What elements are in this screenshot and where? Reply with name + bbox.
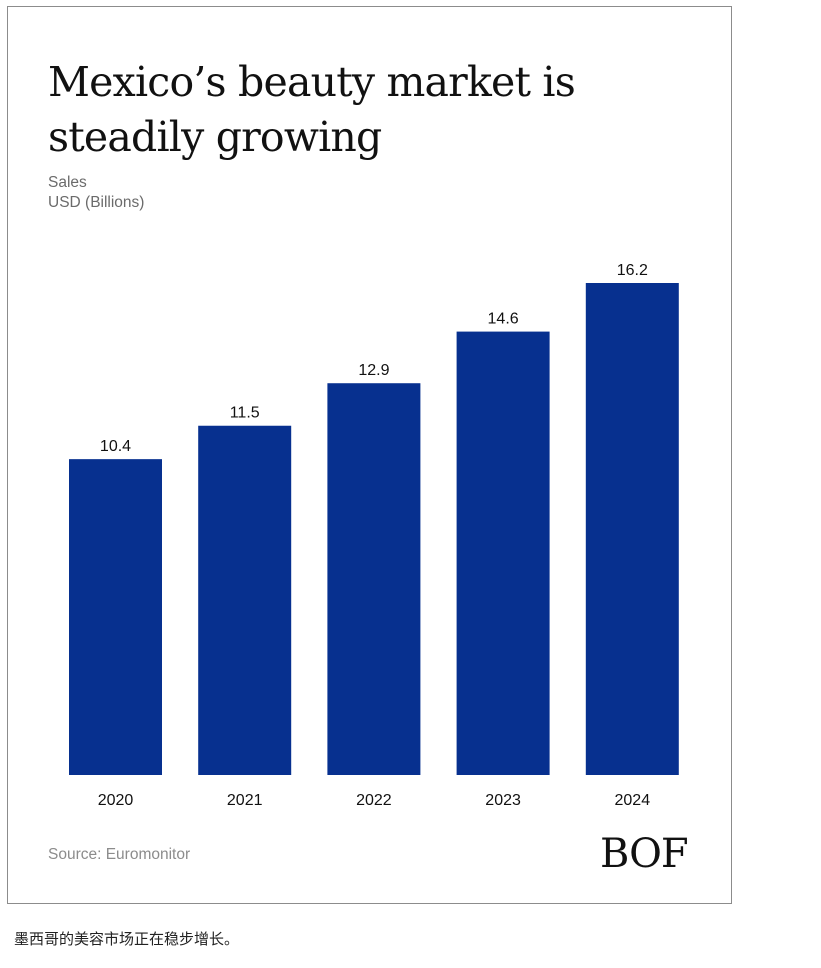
axis-unit-label: Sales USD (Billions) <box>48 173 144 213</box>
bar-2021 <box>198 425 292 775</box>
data-label-2023: 14.6 <box>488 311 519 328</box>
data-label-2020: 10.4 <box>100 438 131 455</box>
data-label-2024: 16.2 <box>617 262 648 279</box>
source-note: Source: Euromonitor <box>48 846 191 863</box>
x-tick-label-2022: 2022 <box>356 792 392 809</box>
chart-card: Mexico’s beauty market is steadily growi… <box>7 6 732 904</box>
bof-logo: BOF <box>600 831 689 877</box>
bar-2023 <box>456 331 550 775</box>
bar-chart: 10.4 2020 11.5 2021 12.9 2022 14.6 2023 16.2 2024 <box>69 262 679 809</box>
image-caption: 墨西哥的美容市场正在稳步增长。 <box>14 930 240 948</box>
bar-2022 <box>327 383 421 775</box>
data-label-2022: 12.9 <box>358 362 389 379</box>
x-tick-label-2020: 2020 <box>98 792 134 809</box>
bar-2020 <box>69 459 162 775</box>
bar-2024 <box>585 283 679 775</box>
x-tick-label-2021: 2021 <box>227 792 263 809</box>
x-tick-label-2024: 2024 <box>615 792 651 809</box>
x-tick-label-2023: 2023 <box>485 792 521 809</box>
subtitle-line-unit: USD (Billions) <box>48 194 145 211</box>
data-label-2021: 11.5 <box>230 405 260 422</box>
subtitle-line-sales: Sales <box>48 174 87 191</box>
chart-title: Mexico’s beauty market is steadily growi… <box>48 58 576 161</box>
